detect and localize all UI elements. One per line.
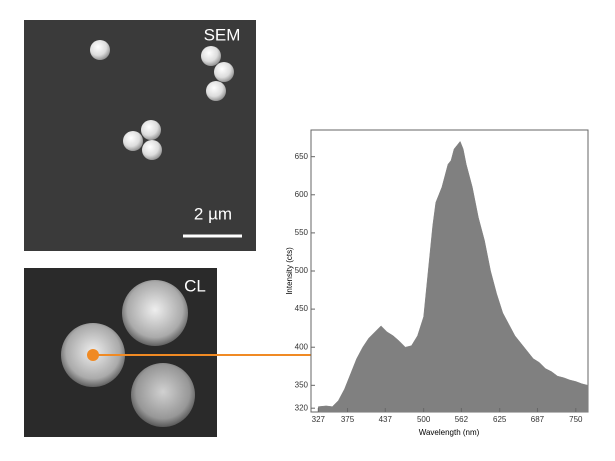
y-tick-label: 500 bbox=[295, 266, 309, 275]
x-tick-label: 562 bbox=[455, 415, 469, 424]
x-tick-label: 437 bbox=[379, 415, 393, 424]
x-tick-label: 327 bbox=[312, 415, 326, 424]
y-tick-label: 600 bbox=[295, 190, 309, 199]
y-tick-label: 450 bbox=[295, 304, 309, 313]
sem-image: SEM 2 µm bbox=[24, 20, 256, 251]
x-tick-label: 375 bbox=[341, 415, 355, 424]
scale-bar-label: 2 µm bbox=[194, 204, 232, 223]
x-tick-label: 625 bbox=[493, 415, 507, 424]
x-tick-label: 500 bbox=[417, 415, 431, 424]
y-tick-label: 320 bbox=[295, 403, 309, 412]
sem-label: SEM bbox=[204, 25, 241, 44]
y-tick-label: 400 bbox=[295, 342, 309, 351]
y-tick-label: 650 bbox=[295, 152, 309, 161]
x-tick-label: 750 bbox=[569, 415, 583, 424]
cl-label: CL bbox=[184, 276, 206, 295]
spectrum bbox=[318, 140, 589, 413]
x-axis-label: Wavelength (nm) bbox=[419, 428, 480, 437]
y-axis-label: Intensity (cts) bbox=[285, 247, 294, 295]
y-tick-label: 350 bbox=[295, 380, 309, 389]
y-tick-label: 550 bbox=[295, 228, 309, 237]
x-tick-label: 687 bbox=[531, 415, 545, 424]
cl-image: CL bbox=[24, 268, 217, 437]
